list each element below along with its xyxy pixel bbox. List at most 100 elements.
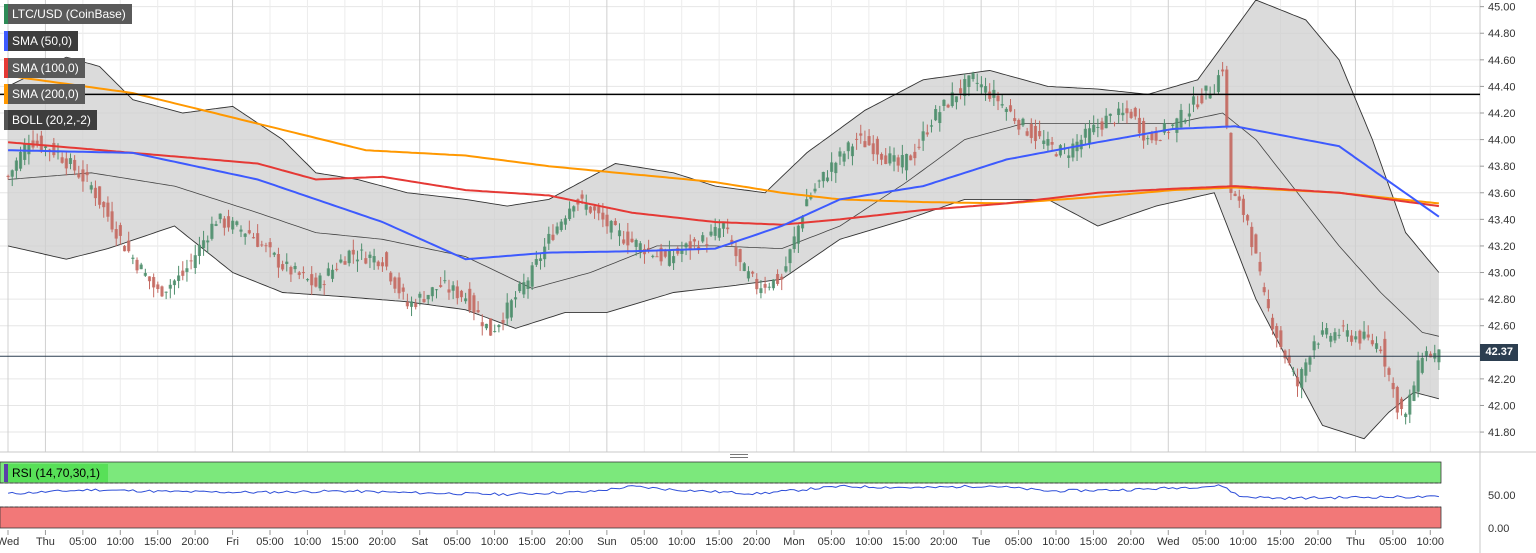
candle-body: [863, 141, 867, 148]
candle-body: [726, 227, 730, 230]
candle-body: [838, 151, 842, 157]
candle-body: [247, 230, 251, 234]
candle-body: [1399, 398, 1404, 410]
candle-body: [385, 252, 389, 267]
legend-sma-100[interactable]: SMA (100,0): [4, 58, 85, 78]
candle-body: [963, 79, 967, 97]
candle-body: [846, 142, 850, 152]
candle-body: [1150, 132, 1154, 141]
time-tick-label: Wed: [1157, 536, 1179, 548]
candle-body: [959, 88, 963, 94]
candle-body: [1142, 121, 1146, 141]
candle-body: [1254, 234, 1258, 254]
candle-body: [1179, 109, 1183, 128]
candle-body: [705, 244, 709, 246]
candle-body: [127, 240, 131, 252]
candle-body: [10, 170, 14, 177]
time-tick-label: 15:00: [1267, 536, 1295, 548]
candle-body: [231, 220, 235, 230]
candle-body: [921, 131, 925, 141]
candle-body: [1237, 196, 1241, 201]
candle-body: [634, 240, 638, 247]
candle-body: [888, 153, 892, 164]
candle-body: [177, 275, 181, 281]
candle-body: [1304, 362, 1308, 376]
candle-body: [1121, 112, 1125, 116]
candle-body: [77, 173, 81, 178]
time-tick-label: 05:00: [818, 536, 846, 548]
candle-body: [1021, 118, 1025, 126]
candle-body: [468, 288, 472, 311]
candle-body: [251, 237, 256, 239]
candle-body: [301, 271, 305, 274]
candle-body: [568, 208, 572, 220]
candle-body: [954, 96, 959, 103]
candle-body: [1166, 132, 1171, 134]
candle-body: [1370, 340, 1374, 345]
candle-body: [443, 280, 447, 282]
candle-body: [1374, 343, 1379, 349]
candle-body: [39, 135, 43, 151]
candle-body: [1291, 370, 1295, 372]
time-tick-label: 20:00: [743, 536, 771, 548]
candle-body: [439, 285, 443, 287]
candle-body: [451, 285, 455, 291]
legend-sma-200-label: SMA (200,0): [12, 87, 79, 101]
candle-body: [222, 218, 226, 228]
candle-body: [1221, 69, 1225, 72]
candle-body: [310, 274, 314, 286]
candle-body: [1266, 298, 1270, 309]
time-tick-label: 05:00: [1379, 536, 1407, 548]
legend-symbol[interactable]: LTC/USD (CoinBase): [4, 4, 132, 24]
legend-bollinger-label: BOLL (20,2,-2): [12, 113, 91, 127]
rsi-label[interactable]: RSI (14,70,30,1): [4, 464, 108, 482]
candle-body: [871, 143, 875, 155]
candle-body: [1241, 198, 1246, 215]
candle-body: [1204, 85, 1208, 91]
candle-body: [509, 300, 513, 318]
candle-body: [1275, 326, 1279, 338]
candle-body: [709, 231, 713, 236]
candle-body: [1112, 123, 1117, 125]
time-axis[interactable]: Wed Thu 05:00 10:00 15:00 20:00 Fri 05:00 10:00 1…: [0, 530, 1444, 548]
pane-resize-handle[interactable]: [730, 454, 748, 460]
legend-sma-50[interactable]: SMA (50,0): [4, 31, 79, 51]
time-tick-label: 05:00: [1005, 536, 1033, 548]
candle-body: [360, 249, 364, 251]
candle-body: [971, 73, 975, 80]
candle-body: [27, 144, 31, 155]
candle-body: [268, 242, 272, 248]
candle-body: [1354, 336, 1358, 340]
candle-body: [734, 247, 738, 257]
candle-body: [430, 287, 434, 297]
time-tick-label: 15:00: [1080, 536, 1108, 548]
rsi-pane: 50.00 0.00: [0, 461, 1516, 535]
candle-body: [996, 95, 1000, 102]
candle-body: [102, 202, 106, 208]
candle-body: [152, 277, 156, 288]
time-tick-label: 10:00: [855, 536, 883, 548]
candle-body: [522, 282, 526, 295]
candle-body: [647, 247, 651, 250]
candle-body: [655, 256, 659, 258]
candle-body: [1187, 113, 1191, 117]
time-tick-label: 15:00: [331, 536, 359, 548]
candle-body: [813, 188, 817, 192]
legend-sma-200[interactable]: SMA (200,0): [4, 84, 85, 104]
candle-body: [609, 221, 613, 233]
candle-body: [484, 323, 488, 329]
candle-body: [1362, 331, 1366, 339]
legend-bollinger[interactable]: BOLL (20,2,-2): [4, 110, 97, 130]
candle-body: [488, 318, 493, 336]
candle-body: [409, 301, 414, 307]
candle-body: [1092, 124, 1096, 133]
candle-body: [1295, 377, 1300, 387]
candle-body: [81, 169, 85, 182]
price-tick-label: 44.40: [1488, 81, 1516, 93]
candle-body: [1067, 155, 1071, 158]
price-axis[interactable]: 45.00 44.80 44.60 44.40 44.20 44.00 43.80 43.60…: [1480, 2, 1516, 439]
candle-body: [305, 279, 310, 281]
candle-body: [505, 302, 509, 319]
candle-body: [1104, 115, 1108, 129]
